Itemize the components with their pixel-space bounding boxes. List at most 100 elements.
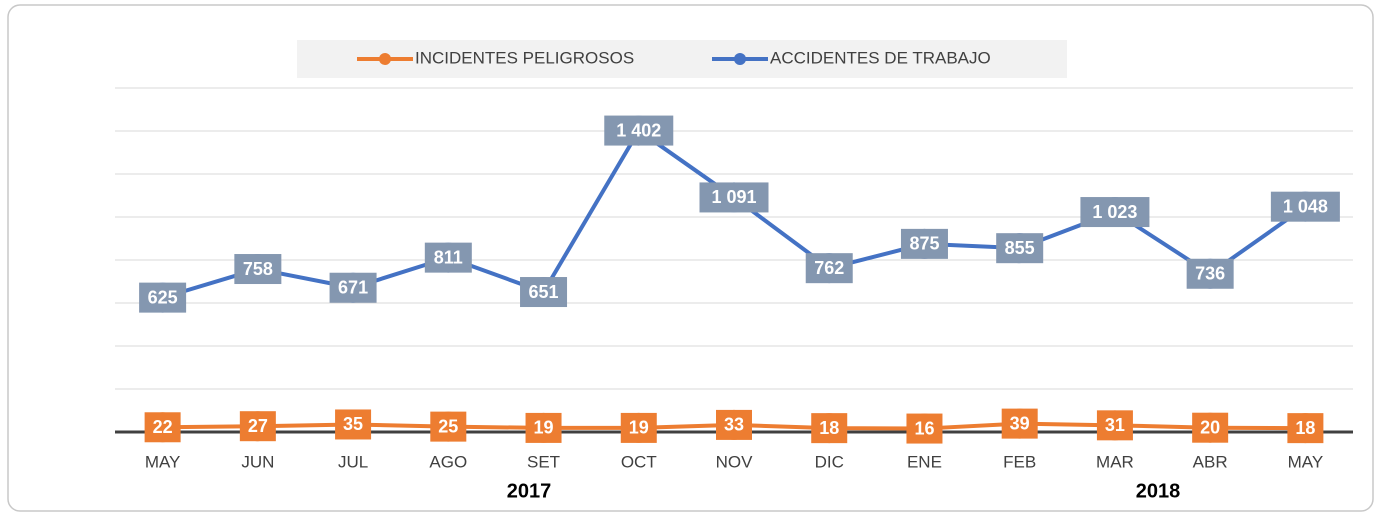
data-label-text: 875	[909, 234, 939, 254]
data-label-text: 1 402	[616, 120, 661, 140]
x-tick-label: OCT	[621, 452, 657, 471]
data-label: 27	[239, 411, 276, 442]
x-tick-label: ENE	[907, 452, 942, 471]
year-label: 2018	[1136, 480, 1181, 502]
x-tick-label: ABR	[1193, 452, 1228, 471]
data-label: 855	[996, 233, 1044, 264]
data-label-box	[525, 412, 562, 443]
data-label-box	[1080, 197, 1150, 228]
data-label-box	[620, 412, 657, 443]
data-label-text: 25	[438, 416, 458, 436]
data-label-text: 20	[1200, 417, 1220, 437]
x-tick-label: MAR	[1096, 452, 1134, 471]
data-label-box	[329, 272, 377, 303]
data-label: 33	[716, 409, 752, 440]
data-label: 1 023	[1080, 197, 1150, 228]
data-label-box	[811, 413, 848, 444]
data-label: 31	[1096, 410, 1133, 441]
data-label-text: 736	[1195, 264, 1225, 284]
data-label-box	[996, 233, 1044, 264]
data-label-box	[604, 115, 674, 146]
data-label-text: 1 091	[711, 187, 756, 207]
data-label-box	[1192, 412, 1229, 443]
data-label-text: 671	[338, 277, 368, 297]
data-label-text: 16	[914, 418, 934, 438]
data-label: 758	[234, 254, 282, 285]
data-label-box	[805, 253, 853, 284]
data-label: 19	[525, 412, 562, 443]
data-label-box	[430, 411, 467, 442]
data-label-text: 22	[153, 417, 173, 437]
data-label: 25	[430, 411, 467, 442]
data-label-box	[144, 412, 181, 443]
data-label-box	[1096, 410, 1133, 441]
data-label: 39	[1001, 408, 1038, 439]
legend-marker	[734, 53, 746, 65]
data-label-box	[424, 242, 472, 273]
data-label-text: 33	[724, 415, 744, 435]
legend-marker	[379, 53, 391, 65]
data-label-box	[1270, 191, 1340, 222]
data-label: 671	[329, 272, 377, 303]
data-label: 651	[520, 277, 568, 308]
data-label-box	[139, 282, 187, 313]
data-label: 16	[906, 413, 943, 444]
data-label: 1 048	[1270, 191, 1340, 222]
data-label-text: 18	[819, 418, 839, 438]
data-label: 35	[335, 409, 372, 440]
data-label-text: 855	[1005, 238, 1035, 258]
x-tick-label: AGO	[429, 452, 467, 471]
data-label: 762	[805, 253, 853, 284]
data-label-box	[335, 409, 372, 440]
legend-label: ACCIDENTES DE TRABAJO	[770, 48, 991, 67]
data-label-text: 35	[343, 414, 363, 434]
x-tick-label: FEB	[1003, 452, 1036, 471]
data-label: 22	[144, 412, 181, 443]
data-label: 1 091	[699, 182, 769, 213]
data-label-text: 1 048	[1283, 196, 1328, 216]
data-label-text: 811	[434, 247, 463, 267]
data-label: 1 402	[604, 115, 674, 146]
data-label-text: 19	[534, 418, 554, 438]
data-label-box	[239, 411, 276, 442]
data-label-box	[906, 413, 943, 444]
year-label: 2017	[507, 480, 552, 502]
data-label-box	[1287, 413, 1324, 444]
data-label-box	[520, 277, 568, 308]
data-label-text: 31	[1105, 415, 1125, 435]
data-label: 875	[900, 228, 948, 259]
data-label-text: 18	[1295, 418, 1315, 438]
data-label: 811	[424, 242, 472, 273]
data-label-text: 39	[1010, 413, 1030, 433]
data-label-text: 27	[248, 416, 268, 436]
data-label-text: 651	[529, 282, 559, 302]
x-tick-label: NOV	[716, 452, 754, 471]
data-label: 19	[620, 412, 657, 443]
x-tick-label: MAY	[145, 452, 181, 471]
data-label: 625	[139, 282, 187, 313]
data-label: 20	[1192, 412, 1229, 443]
legend-label: INCIDENTES PELIGROSOS	[415, 48, 634, 67]
x-tick-label: SET	[527, 452, 560, 471]
data-label-box	[234, 254, 282, 285]
data-label-box	[900, 228, 948, 259]
x-tick-label: MAY	[1288, 452, 1324, 471]
data-label-text: 19	[629, 418, 649, 438]
data-label-box	[699, 182, 769, 213]
data-label-text: 1 023	[1092, 202, 1137, 222]
chart-border	[7, 4, 1374, 512]
data-label-box	[1001, 408, 1038, 439]
data-label-text: 625	[148, 287, 178, 307]
data-label-box	[1186, 258, 1234, 289]
data-label: 736	[1186, 258, 1234, 289]
x-tick-label: JUL	[338, 452, 368, 471]
data-label-text: 762	[814, 258, 844, 278]
x-tick-label: JUN	[241, 452, 274, 471]
x-tick-label: DIC	[815, 452, 844, 471]
data-label-box	[716, 409, 752, 440]
data-label-text: 758	[243, 259, 273, 279]
data-label: 18	[811, 413, 848, 444]
legend-box	[297, 40, 1067, 78]
data-label: 18	[1287, 413, 1324, 444]
